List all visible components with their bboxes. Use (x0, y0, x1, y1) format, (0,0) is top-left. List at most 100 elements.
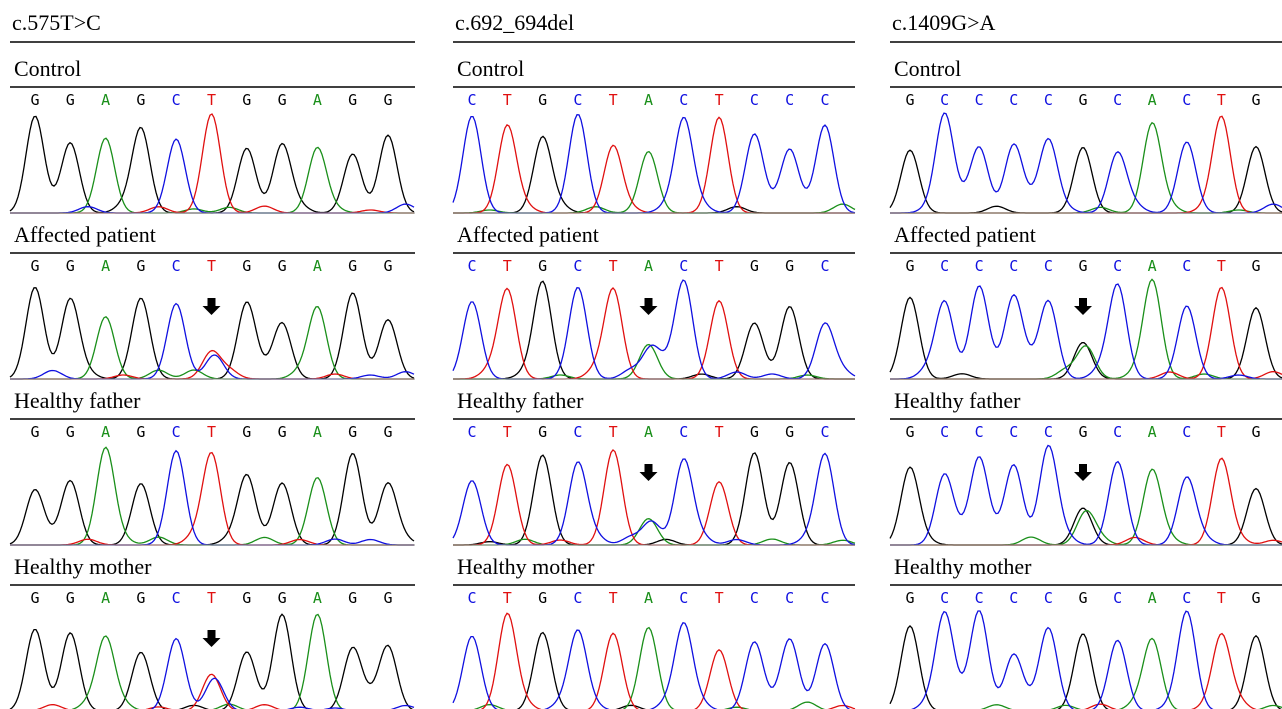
base-call: G (136, 91, 145, 109)
base-call: C (172, 257, 181, 275)
base-call: C (467, 589, 476, 607)
base-call: G (278, 257, 287, 275)
base-call: C (679, 91, 688, 109)
base-call: G (538, 589, 547, 607)
figure: c.575T>CControlGGAGCTGGAGGAffected patie… (0, 0, 1282, 709)
row-label: Control (894, 56, 961, 81)
trace (453, 623, 855, 709)
base-call: T (207, 91, 216, 109)
row-label: Affected patient (14, 222, 156, 247)
base-call: C (785, 91, 794, 109)
base-call: T (503, 589, 512, 607)
trace (453, 613, 855, 709)
base-call: T (609, 423, 618, 441)
base-call: C (1113, 257, 1122, 275)
base-call: A (644, 423, 653, 441)
base-call: G (538, 257, 547, 275)
base-call: G (1078, 423, 1087, 441)
base-call: C (1009, 423, 1018, 441)
base-call: G (348, 423, 357, 441)
base-call: G (538, 423, 547, 441)
base-call: C (172, 423, 181, 441)
trace (890, 147, 1282, 213)
base-call: C (820, 423, 829, 441)
base-call: A (1148, 423, 1157, 441)
base-call: C (573, 589, 582, 607)
base-call: T (609, 91, 618, 109)
base-call: G (30, 257, 39, 275)
base-call: C (467, 423, 476, 441)
trace (10, 117, 414, 214)
arrow (1074, 464, 1092, 481)
base-call: C (820, 91, 829, 109)
arrow (640, 464, 658, 481)
row-label: Healthy mother (894, 554, 1032, 579)
base-call: C (975, 589, 984, 607)
base-call: G (348, 589, 357, 607)
base-call: C (940, 91, 949, 109)
row-label: Healthy father (894, 388, 1021, 413)
trace (453, 281, 855, 379)
trace (453, 152, 855, 213)
base-call: T (503, 257, 512, 275)
trace (10, 139, 414, 213)
base-call: G (136, 423, 145, 441)
trace (10, 114, 414, 213)
base-call: A (1148, 91, 1157, 109)
column-title: c.692_694del (455, 10, 574, 35)
base-call: T (715, 589, 724, 607)
base-call: G (66, 257, 75, 275)
base-call: C (1113, 589, 1122, 607)
trace (890, 611, 1282, 709)
row-label: Healthy father (457, 388, 584, 413)
base-call: A (101, 257, 110, 275)
trace (890, 116, 1282, 213)
base-call: G (348, 91, 357, 109)
base-call: C (1044, 91, 1053, 109)
base-call: G (30, 91, 39, 109)
base-call: C (820, 589, 829, 607)
base-call: G (348, 257, 357, 275)
base-call: G (30, 589, 39, 607)
trace (890, 638, 1282, 709)
base-call: T (207, 423, 216, 441)
base-call: G (136, 589, 145, 607)
trace (890, 626, 1282, 709)
base-call: A (313, 423, 322, 441)
base-call: C (940, 257, 949, 275)
trace (453, 450, 855, 545)
base-call: T (503, 91, 512, 109)
base-call: A (644, 91, 653, 109)
base-call: C (1182, 589, 1191, 607)
base-call: G (750, 423, 759, 441)
base-call: A (644, 257, 653, 275)
base-call: A (313, 91, 322, 109)
base-call: C (785, 589, 794, 607)
trace (453, 454, 855, 546)
trace (10, 451, 414, 545)
base-call: G (785, 257, 794, 275)
base-call: A (101, 589, 110, 607)
trace (453, 280, 855, 379)
base-call: G (66, 91, 75, 109)
base-call: C (679, 423, 688, 441)
base-call: G (278, 91, 287, 109)
base-call: G (383, 589, 392, 607)
base-call: G (242, 257, 251, 275)
base-call: G (1251, 589, 1260, 607)
base-call: G (136, 257, 145, 275)
base-call: G (785, 423, 794, 441)
base-call: T (503, 423, 512, 441)
base-call: G (242, 91, 251, 109)
base-call: C (1044, 423, 1053, 441)
base-call: G (66, 423, 75, 441)
base-call: C (975, 257, 984, 275)
base-call: A (644, 589, 653, 607)
base-call: T (207, 589, 216, 607)
base-call: A (101, 91, 110, 109)
base-call: A (1148, 589, 1157, 607)
base-call: T (1217, 423, 1226, 441)
base-call: G (383, 91, 392, 109)
base-call: C (573, 257, 582, 275)
row-label: Healthy father (14, 388, 141, 413)
